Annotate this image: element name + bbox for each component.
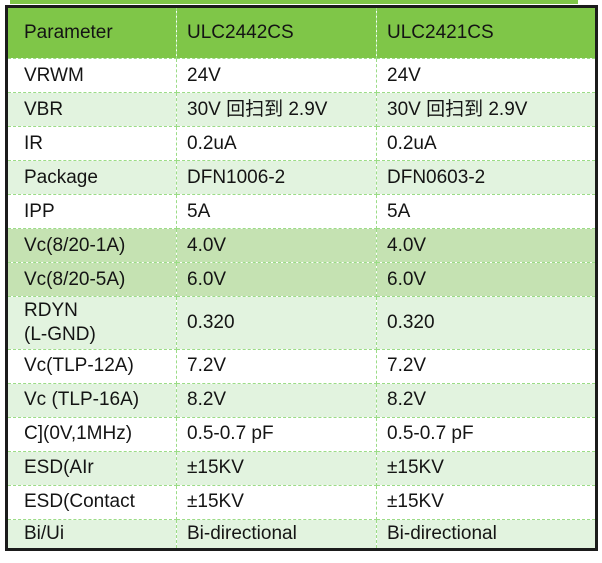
param-cell: VBR (6, 92, 177, 127)
value-cell-ulc2442cs: 24V (176, 58, 377, 93)
value-cell-ulc2442cs: DFN1006-2 (176, 160, 377, 195)
table-body: VRWM 24V 24V VBR 30V 回扫到 2.9V 30V 回扫到 2.9V IR 0… (6, 58, 597, 550)
param-cell: VRWM (6, 58, 177, 93)
value-cell-ulc2421cs: DFN0603-2 (376, 160, 597, 195)
value-cell-ulc2421cs: 7.2V (376, 348, 597, 384)
table-row: Bi/Ui Bi-directional Bi-directional (6, 518, 597, 550)
value-cell-ulc2442cs: 4.0V (176, 228, 377, 263)
value-cell-ulc2442cs: 6.0V (176, 262, 377, 297)
table-row: Package DFN1006-2 DFN0603-2 (6, 160, 597, 195)
table-header: Parameter ULC2442CS ULC2421CS (6, 6, 597, 59)
param-cell: Vc(8/20-5A) (6, 262, 177, 297)
table-row: C](0V,1MHz) 0.5-0.7 pF 0.5-0.7 pF (6, 416, 597, 452)
value-cell-ulc2421cs: 5A (376, 194, 597, 229)
value-cell-ulc2421cs: 0.2uA (376, 126, 597, 161)
table-row: Vc(8/20-1A) 4.0V 4.0V (6, 228, 597, 263)
value-cell-ulc2442cs: 5A (176, 194, 377, 229)
value-cell-ulc2421cs: 30V 回扫到 2.9V (376, 92, 597, 127)
value-cell-ulc2442cs: 0.320 (176, 296, 377, 350)
header-cell-ulc2421cs: ULC2421CS (376, 6, 597, 59)
value-cell-ulc2442cs: 0.2uA (176, 126, 377, 161)
top-edge-strip (10, 0, 578, 4)
value-cell-ulc2442cs: 0.5-0.7 pF (176, 416, 377, 452)
table-row: Vc(8/20-5A) 6.0V 6.0V (6, 262, 597, 297)
table-row: ESD(Contact ±15KV ±15KV (6, 484, 597, 520)
param-cell: RDYN (L-GND) (6, 296, 177, 350)
param-cell: Package (6, 160, 177, 195)
param-cell: ESD(AIr (6, 450, 177, 486)
param-cell: ESD(Contact (6, 484, 177, 520)
table-row: VBR 30V 回扫到 2.9V 30V 回扫到 2.9V (6, 92, 597, 127)
value-cell-ulc2442cs: 7.2V (176, 348, 377, 384)
param-cell: IR (6, 126, 177, 161)
value-cell-ulc2421cs: 4.0V (376, 228, 597, 263)
param-cell: C](0V,1MHz) (6, 416, 177, 452)
value-cell-ulc2421cs: 0.320 (376, 296, 597, 350)
param-cell: Vc(8/20-1A) (6, 228, 177, 263)
header-row: Parameter ULC2442CS ULC2421CS (6, 6, 597, 59)
header-cell-parameter: Parameter (6, 6, 177, 59)
param-cell: Vc(TLP-12A) (6, 348, 177, 384)
table-row: Vc(TLP-12A) 7.2V 7.2V (6, 348, 597, 384)
table-row: Vc (TLP-16A) 8.2V 8.2V (6, 382, 597, 418)
param-cell: IPP (6, 194, 177, 229)
table-row: IR 0.2uA 0.2uA (6, 126, 597, 161)
value-cell-ulc2442cs: 30V 回扫到 2.9V (176, 92, 377, 127)
value-cell-ulc2421cs: Bi-directional (376, 518, 597, 550)
value-cell-ulc2442cs: ±15KV (176, 484, 377, 520)
value-cell-ulc2442cs: ±15KV (176, 450, 377, 486)
table-row: IPP 5A 5A (6, 194, 597, 229)
value-cell-ulc2421cs: ±15KV (376, 484, 597, 520)
value-cell-ulc2442cs: 8.2V (176, 382, 377, 418)
value-cell-ulc2442cs: Bi-directional (176, 518, 377, 550)
value-cell-ulc2421cs: 6.0V (376, 262, 597, 297)
value-cell-ulc2421cs: ±15KV (376, 450, 597, 486)
param-cell: Bi/Ui (6, 518, 177, 550)
value-cell-ulc2421cs: 8.2V (376, 382, 597, 418)
table-row: VRWM 24V 24V (6, 58, 597, 93)
value-cell-ulc2421cs: 24V (376, 58, 597, 93)
header-cell-ulc2442cs: ULC2442CS (176, 6, 377, 59)
spec-comparison-table: Parameter ULC2442CS ULC2421CS VRWM 24V 24V… (5, 5, 598, 551)
table-row: ESD(AIr ±15KV ±15KV (6, 450, 597, 486)
value-cell-ulc2421cs: 0.5-0.7 pF (376, 416, 597, 452)
param-cell: Vc (TLP-16A) (6, 382, 177, 418)
table-row: RDYN (L-GND) 0.320 0.320 (6, 296, 597, 350)
